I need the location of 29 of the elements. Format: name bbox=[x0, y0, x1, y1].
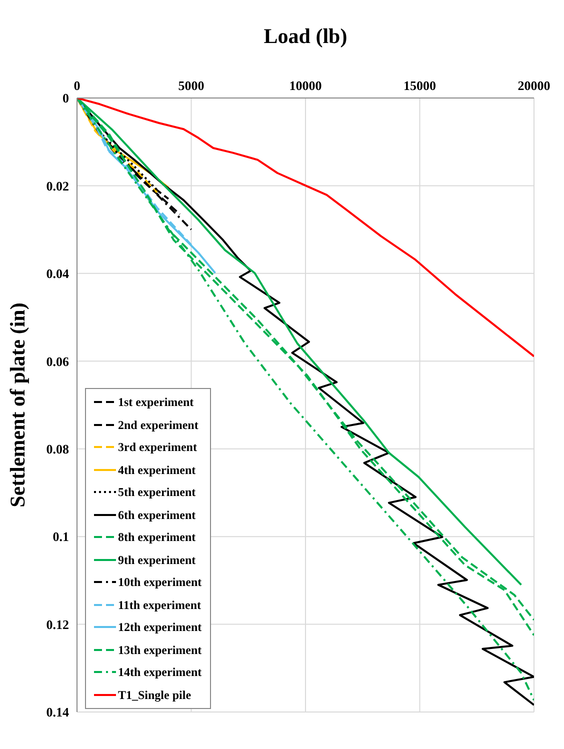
x-tick-label: 15000 bbox=[404, 78, 436, 93]
x-tick-label: 10000 bbox=[289, 78, 322, 93]
legend-label: 6th experiment bbox=[118, 508, 196, 522]
y-tick-label: 0.04 bbox=[46, 266, 70, 282]
legend-label: 3rd experiment bbox=[118, 440, 197, 454]
legend-label: 9th experiment bbox=[118, 552, 196, 567]
x-tick-label: 5000 bbox=[178, 78, 204, 93]
legend-label: 4th experiment bbox=[118, 462, 196, 477]
legend-label: 2nd experiment bbox=[118, 418, 198, 432]
legend-label: 5th experiment bbox=[118, 485, 196, 500]
legend-label: 12th experiment bbox=[118, 620, 202, 634]
y-tick-label: 0.12 bbox=[46, 616, 69, 632]
legend-label: T1_Single pile bbox=[118, 688, 192, 702]
y-tick-label: 0 bbox=[62, 90, 69, 106]
y-axis-title: Settlement of plate (in) bbox=[5, 302, 30, 508]
y-tick-label: 0.06 bbox=[46, 354, 70, 369]
x-tick-label: 20000 bbox=[518, 78, 550, 93]
y-tick-label: 0.14 bbox=[46, 704, 70, 720]
x-tick-label: 0 bbox=[74, 78, 80, 93]
y-tick-label: 0.1 bbox=[52, 529, 69, 544]
legend-label: 1st experiment bbox=[118, 395, 194, 410]
legend-label: 13th experiment bbox=[118, 642, 202, 657]
y-tick-label: 0.02 bbox=[46, 178, 69, 194]
legend-label: 8th experiment bbox=[118, 530, 196, 544]
legend-label: 14th experiment bbox=[118, 665, 202, 680]
x-axis-title: Load (lb) bbox=[264, 24, 348, 48]
legend-label: 11th experiment bbox=[118, 598, 201, 612]
legend-label: 10th experiment bbox=[118, 575, 202, 590]
y-tick-label: 0.08 bbox=[46, 441, 70, 456]
